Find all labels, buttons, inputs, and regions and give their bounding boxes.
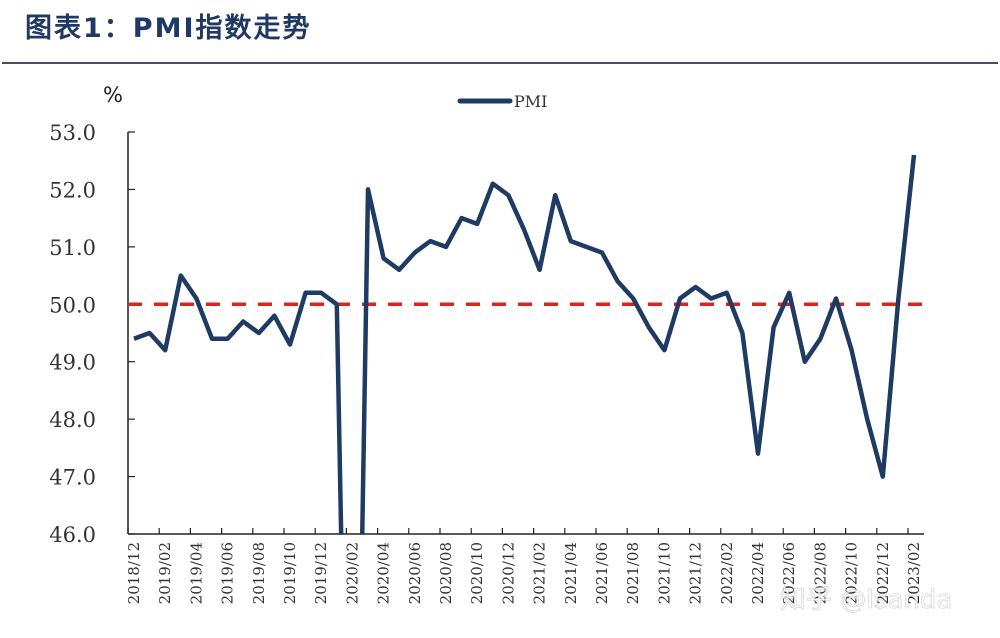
y-tick-label: 46.0 xyxy=(49,523,96,547)
y-tick-label: 48.0 xyxy=(49,408,96,432)
y-axis: 53.0 52.0 51.0 50.0 49.0 48.0 47.0 46.0 xyxy=(49,121,135,547)
x-tick-label: 2020/02 xyxy=(343,542,361,604)
watermark: 知乎 @Isanda xyxy=(780,585,952,615)
y-tick-label: 51.0 xyxy=(49,236,96,260)
x-tick-label: 2019/02 xyxy=(156,542,174,604)
pmi-series-line xyxy=(133,154,917,534)
x-tick-label: 2022/10 xyxy=(843,542,861,604)
x-tick-label: 2020/12 xyxy=(499,542,517,604)
legend-label-pmi: PMI xyxy=(514,92,547,111)
x-tick-label: 2020/04 xyxy=(375,542,393,604)
x-tick-label: 2019/06 xyxy=(219,542,237,604)
y-tick-label: 53.0 xyxy=(49,121,96,145)
x-axis: 2018/12 2019/02 2019/04 2019/06 2019/08 2019/… xyxy=(125,528,924,604)
y-tick-label: 52.0 xyxy=(49,178,96,202)
x-tick-label: 2021/06 xyxy=(593,542,611,604)
x-tick-label: 2020/08 xyxy=(437,542,455,604)
page-title: 图表1：PMI指数走势 xyxy=(25,13,312,44)
x-tick-label: 2022/02 xyxy=(718,542,736,604)
x-tick-label: 2019/10 xyxy=(281,542,299,604)
y-tick-label: 49.0 xyxy=(49,351,96,375)
x-tick-label: 2021/10 xyxy=(655,542,673,604)
x-tick-label: 2020/10 xyxy=(468,542,486,604)
legend: PMI xyxy=(457,92,547,111)
y-axis-unit: % xyxy=(103,83,123,107)
x-tick-label: 2019/04 xyxy=(187,542,205,604)
x-tick-label: 2022/08 xyxy=(811,542,829,604)
x-tick-label: 2021/04 xyxy=(562,542,580,604)
x-tick-label: 2021/12 xyxy=(687,542,705,604)
x-tick-label: 2022/06 xyxy=(780,542,798,604)
x-tick-label: 2022/12 xyxy=(874,542,892,604)
y-tick-label: 50.0 xyxy=(49,293,96,317)
x-tick-label: 2023/02 xyxy=(905,542,923,604)
x-tick-label: 2019/08 xyxy=(250,542,268,604)
x-tick-label: 2022/04 xyxy=(749,542,767,604)
x-tick-label: 2021/02 xyxy=(531,542,549,604)
x-tick-label: 2021/08 xyxy=(624,542,642,604)
x-tick-label: 2019/12 xyxy=(312,542,330,604)
x-tick-label: 2018/12 xyxy=(125,542,143,604)
x-tick-label: 2020/06 xyxy=(406,542,424,604)
title-divider xyxy=(2,62,998,64)
y-tick-label: 47.0 xyxy=(49,466,96,490)
